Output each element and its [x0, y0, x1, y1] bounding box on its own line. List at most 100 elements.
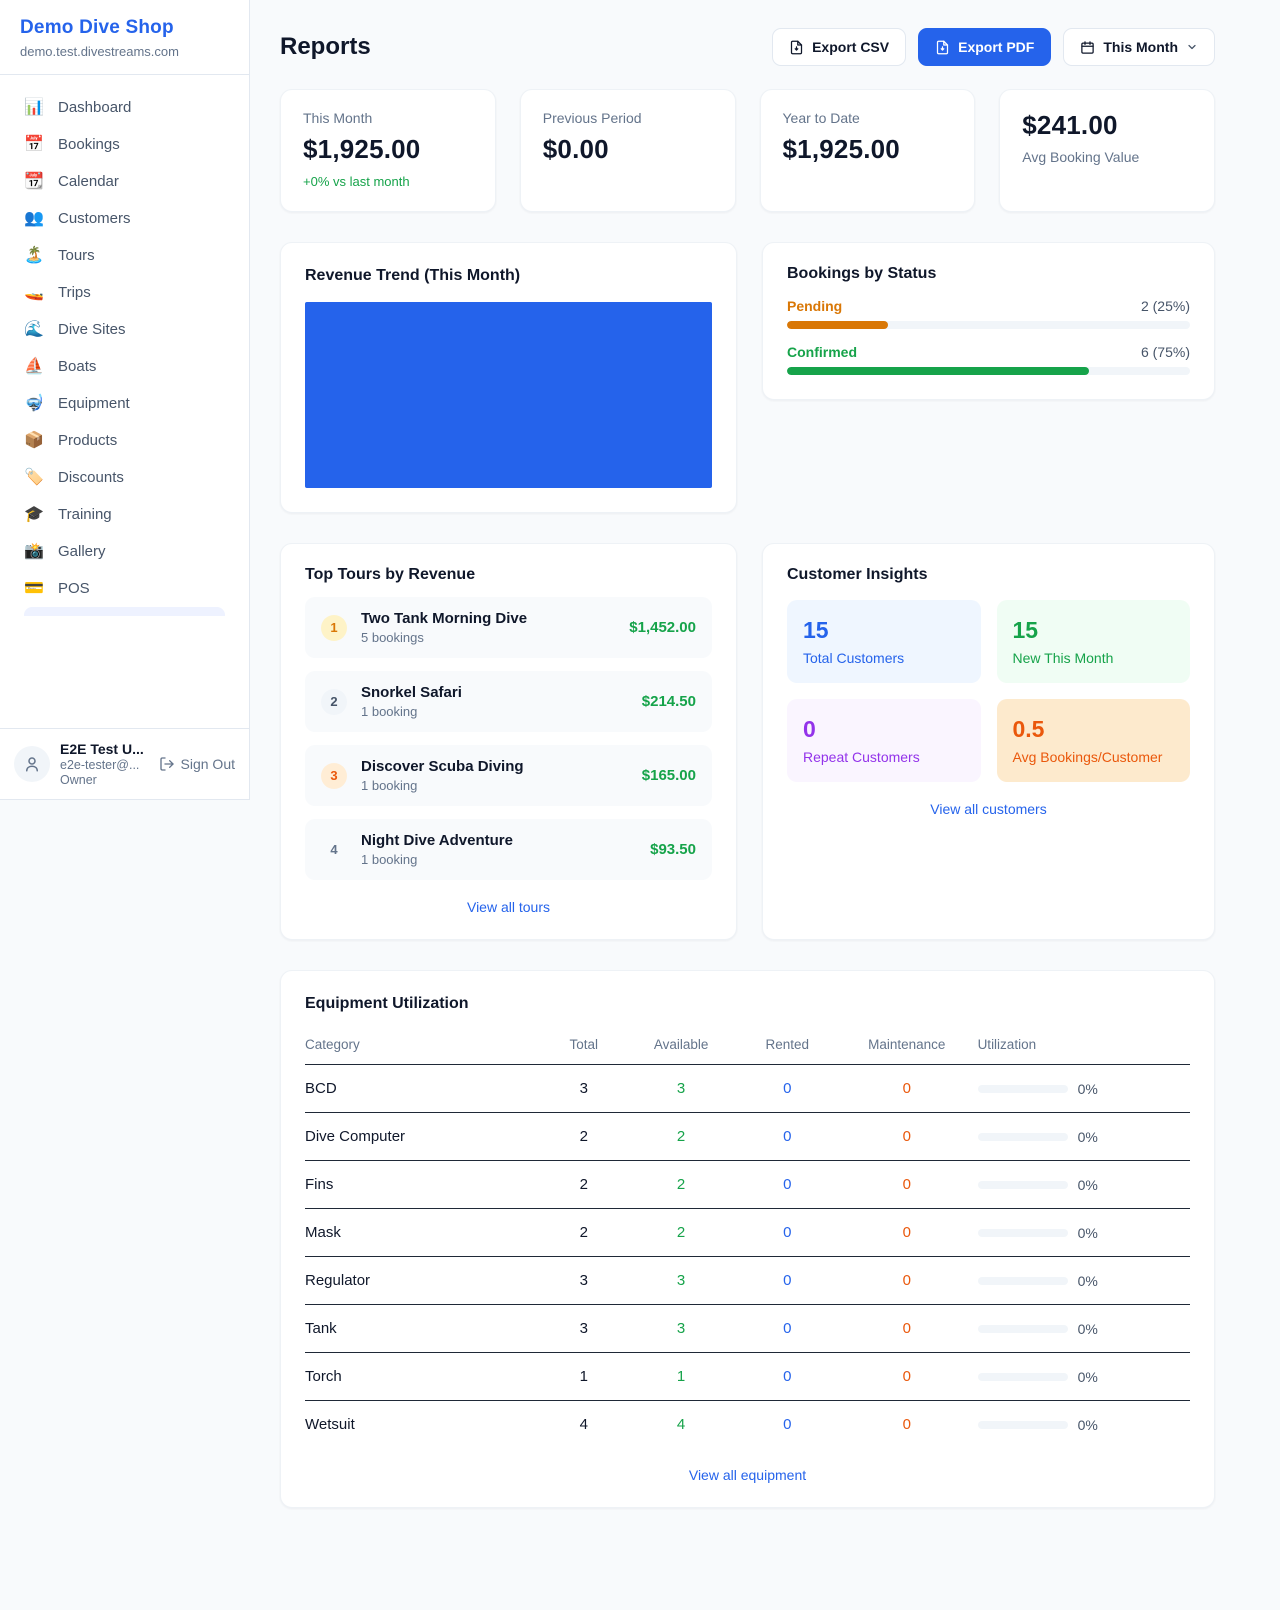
utilization-bar	[977, 1084, 1068, 1093]
cell-category: Regulator	[305, 1256, 544, 1305]
tour-amount: $93.50	[650, 841, 696, 858]
customer-insights-title: Customer Insights	[787, 566, 928, 583]
export-csv-button[interactable]: Export CSV	[772, 28, 907, 66]
sidebar-item-customers[interactable]: 👥 Customers	[12, 200, 237, 237]
sidebar-item-training[interactable]: 🎓 Training	[12, 496, 237, 533]
sign-out-button[interactable]: Sign Out	[159, 756, 235, 772]
sidebar-item-boats[interactable]: ⛵ Boats	[12, 348, 237, 385]
bookings-by-status-title: Bookings by Status	[787, 265, 937, 282]
sidebar-item-bookings[interactable]: 📅 Bookings	[12, 126, 237, 163]
view-all-customers-link[interactable]: View all customers	[930, 801, 1047, 817]
view-all-tours-link[interactable]: View all tours	[466, 899, 550, 915]
sidebar-item-equipment[interactable]: 🤿 Equipment	[12, 385, 237, 422]
main-header: Reports Export CSV Export PDF This Month	[280, 28, 1215, 66]
table-row: Fins 2 2 0 0 0%	[305, 1160, 1190, 1209]
utilization-text: 0%	[1077, 1272, 1098, 1289]
stat-delta: +0% vs last month	[303, 174, 410, 189]
cell-available: 3	[623, 1256, 739, 1305]
cell-total: 3	[543, 1064, 624, 1113]
sidebar-item-dive-sites[interactable]: 🌊 Dive Sites	[12, 311, 237, 348]
cell-total: 2	[543, 1112, 624, 1161]
cell-rented: 0	[738, 1208, 836, 1257]
utilization-bar	[977, 1324, 1068, 1333]
cell-total: 3	[543, 1304, 624, 1353]
main-content: Reports Export CSV Export PDF This Month	[250, 0, 1280, 1508]
insight-tile-new-this-month: 15 New This Month	[996, 600, 1190, 683]
revenue-trend-card: Revenue Trend (This Month)	[280, 242, 737, 513]
insight-tile-repeat-customers: 0 Repeat Customers	[787, 699, 981, 782]
tour-name: Snorkel Safari	[361, 684, 462, 701]
stat-label: This Month	[303, 110, 373, 126]
sidebar-item-pos[interactable]: 💳 POS	[12, 570, 237, 607]
sidebar-item-dashboard[interactable]: 📊 Dashboard	[12, 89, 237, 126]
revenue-trend-title: Revenue Trend (This Month)	[305, 267, 521, 284]
sidebar-item-discounts[interactable]: 🏷️ Discounts	[12, 459, 237, 496]
cell-rented: 0	[738, 1352, 836, 1401]
rank-badge: 3	[321, 762, 347, 789]
utilization-text: 0%	[1077, 1368, 1098, 1385]
tour-name: Night Dive Adventure	[361, 832, 513, 849]
bookings-by-status-card: Bookings by Status Pending 2 (25%) Confi…	[762, 242, 1215, 400]
page-title: Reports	[280, 33, 371, 60]
period-label: This Month	[1103, 39, 1178, 55]
dashboard-icon: 📊	[24, 98, 44, 116]
tour-list-item: 4 Night Dive Adventure 1 booking $93.50	[305, 819, 712, 880]
avatar	[14, 746, 50, 782]
status-bar-fill	[787, 321, 888, 329]
user-name: E2E Test U...	[60, 741, 144, 757]
sidebar-item-tours[interactable]: 🏝️ Tours	[12, 237, 237, 274]
sign-out-label: Sign Out	[180, 756, 235, 772]
cell-category: Torch	[305, 1352, 544, 1401]
sidebar-item-trips[interactable]: 🚤 Trips	[12, 274, 237, 311]
stat-value: $0.00	[542, 134, 609, 164]
period-dropdown[interactable]: This Month	[1063, 28, 1215, 66]
sidebar-item-label: Discounts	[58, 469, 124, 486]
sidebar-item-label: Boats	[58, 358, 97, 375]
cell-rented: 0	[738, 1112, 836, 1161]
status-count: 6 (75%)	[1140, 344, 1190, 360]
stat-card-this-month: This Month $1,925.00 +0% vs last month	[280, 89, 496, 212]
column-header-rented: Rented	[738, 1027, 836, 1065]
utilization-bar	[977, 1228, 1068, 1237]
view-all-equipment-link[interactable]: View all equipment	[688, 1467, 807, 1483]
cell-available: 3	[623, 1064, 739, 1113]
utilization-text: 0%	[1077, 1080, 1098, 1097]
insight-tile-avg-bookings: 0.5 Avg Bookings/Customer	[996, 699, 1190, 782]
column-header-utilization: Utilization	[977, 1027, 1190, 1065]
column-header-category: Category	[305, 1027, 544, 1065]
sidebar-item-products[interactable]: 📦 Products	[12, 422, 237, 459]
sidebar-item-label: Products	[58, 432, 118, 449]
cell-total: 1	[543, 1352, 624, 1401]
utilization-text: 0%	[1077, 1224, 1098, 1241]
sidebar-item-label: Equipment	[58, 395, 130, 412]
status-label: Pending	[787, 298, 843, 314]
customers-icon: 👥	[24, 209, 44, 227]
sidebar-item-label: Dive Sites	[58, 321, 126, 338]
pos-icon: 💳	[24, 579, 44, 597]
export-pdf-button[interactable]: Export PDF	[918, 28, 1052, 66]
charts-row: Revenue Trend (This Month) Bookings by S…	[280, 242, 1215, 513]
tour-name: Discover Scuba Diving	[361, 758, 524, 775]
column-header-available: Available	[623, 1027, 739, 1065]
equipment-utilization-card: Equipment Utilization Category Total Ava…	[280, 970, 1215, 1508]
cell-available: 3	[623, 1304, 739, 1353]
cell-utilization: 0%	[977, 1064, 1190, 1113]
calendar-icon	[1081, 40, 1095, 54]
sidebar-item-reports-partial[interactable]	[24, 607, 225, 616]
utilization-bar	[977, 1180, 1068, 1189]
utilization-text: 0%	[1077, 1128, 1098, 1145]
cell-utilization: 0%	[977, 1160, 1190, 1209]
cell-available: 2	[623, 1208, 739, 1257]
cell-available: 4	[676, 1416, 686, 1433]
status-count: 2 (25%)	[1140, 298, 1190, 314]
user-email: e2e-tester@...	[60, 758, 140, 772]
file-download-icon	[790, 40, 803, 54]
cell-category: Tank	[305, 1304, 544, 1353]
sidebar-item-gallery[interactable]: 📸 Gallery	[12, 533, 237, 570]
sidebar-item-label: Calendar	[58, 173, 119, 190]
status-bar-track	[787, 367, 1190, 375]
cell-category: Wetsuit	[305, 1416, 355, 1433]
sidebar-item-label: Customers	[58, 210, 131, 227]
user-box: E2E Test U... e2e-tester@... Owner Sign …	[0, 728, 249, 799]
sidebar-item-calendar[interactable]: 📆 Calendar	[12, 163, 237, 200]
